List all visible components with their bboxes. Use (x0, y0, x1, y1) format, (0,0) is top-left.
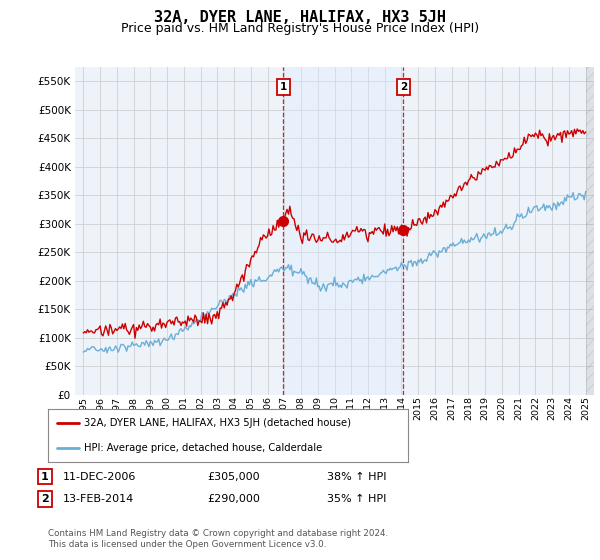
Text: 38% ↑ HPI: 38% ↑ HPI (327, 472, 386, 482)
Text: 35% ↑ HPI: 35% ↑ HPI (327, 494, 386, 504)
Text: 1: 1 (280, 82, 287, 92)
Text: Contains HM Land Registry data © Crown copyright and database right 2024.
This d: Contains HM Land Registry data © Crown c… (48, 529, 388, 549)
Text: 2: 2 (41, 494, 49, 504)
Text: 2: 2 (400, 82, 407, 92)
Text: HPI: Average price, detached house, Calderdale: HPI: Average price, detached house, Cald… (84, 442, 322, 452)
Text: 32A, DYER LANE, HALIFAX, HX3 5JH (detached house): 32A, DYER LANE, HALIFAX, HX3 5JH (detach… (84, 418, 351, 428)
Bar (586, 67, 594, 395)
Text: 1: 1 (41, 472, 49, 482)
Text: £290,000: £290,000 (207, 494, 260, 504)
Text: £305,000: £305,000 (207, 472, 260, 482)
Text: 32A, DYER LANE, HALIFAX, HX3 5JH: 32A, DYER LANE, HALIFAX, HX3 5JH (154, 10, 446, 25)
Text: Price paid vs. HM Land Registry's House Price Index (HPI): Price paid vs. HM Land Registry's House … (121, 22, 479, 35)
Bar (283, 67, 403, 395)
Text: 11-DEC-2006: 11-DEC-2006 (63, 472, 136, 482)
Text: 13-FEB-2014: 13-FEB-2014 (63, 494, 134, 504)
